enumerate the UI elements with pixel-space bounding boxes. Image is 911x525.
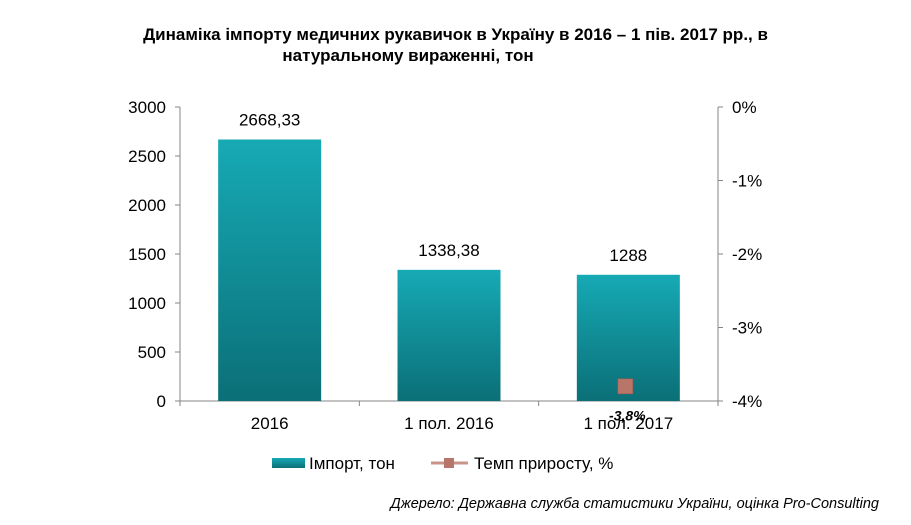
legend-swatch-import: [272, 458, 305, 468]
chart-title: Динаміка імпорту медичних рукавичок в Ук…: [0, 24, 911, 66]
y-left-tick-label: 2000: [128, 196, 166, 215]
y-left-tick-label: 2500: [128, 147, 166, 166]
x-tick-label: 2016: [251, 414, 289, 433]
legend-label-import: Імпорт, тон: [309, 454, 395, 473]
y-right-tick-label: -1%: [732, 172, 762, 191]
bar-import: [218, 139, 322, 401]
legend-marker-growth: [444, 458, 454, 468]
y-left-tick-label: 0: [157, 392, 166, 411]
source-note: Джерело: Державна служба статистики Укра…: [390, 496, 879, 512]
y-left-tick-label: 500: [138, 343, 166, 362]
bar-data-label: 2668,33: [239, 111, 300, 130]
y-right-tick-label: -3%: [732, 319, 762, 338]
y-left-tick-label: 3000: [128, 98, 166, 117]
growth-rate-marker: [617, 378, 634, 395]
y-left-tick-label: 1500: [128, 245, 166, 264]
y-right-tick-label: -4%: [732, 392, 762, 411]
legend-label-growth: Темп приросту, %: [474, 454, 613, 473]
x-tick-label: 1 пол. 2017: [584, 414, 674, 433]
y-right-tick-label: -2%: [732, 245, 762, 264]
y-right-tick-label: 0%: [732, 98, 757, 117]
y-left-tick-label: 1000: [128, 294, 166, 313]
chart-title-line-1: Динаміка імпорту медичних рукавичок в Ук…: [143, 25, 768, 44]
x-tick-label: 1 пол. 2016: [404, 414, 494, 433]
growth-rate-label: -3,8%: [609, 407, 646, 423]
chart-title-line-2: натуральному вираженні, тон: [282, 46, 534, 65]
bar-data-label: 1338,38: [418, 241, 479, 260]
bar-data-label: 1288: [609, 246, 647, 265]
bar-import: [397, 269, 501, 401]
